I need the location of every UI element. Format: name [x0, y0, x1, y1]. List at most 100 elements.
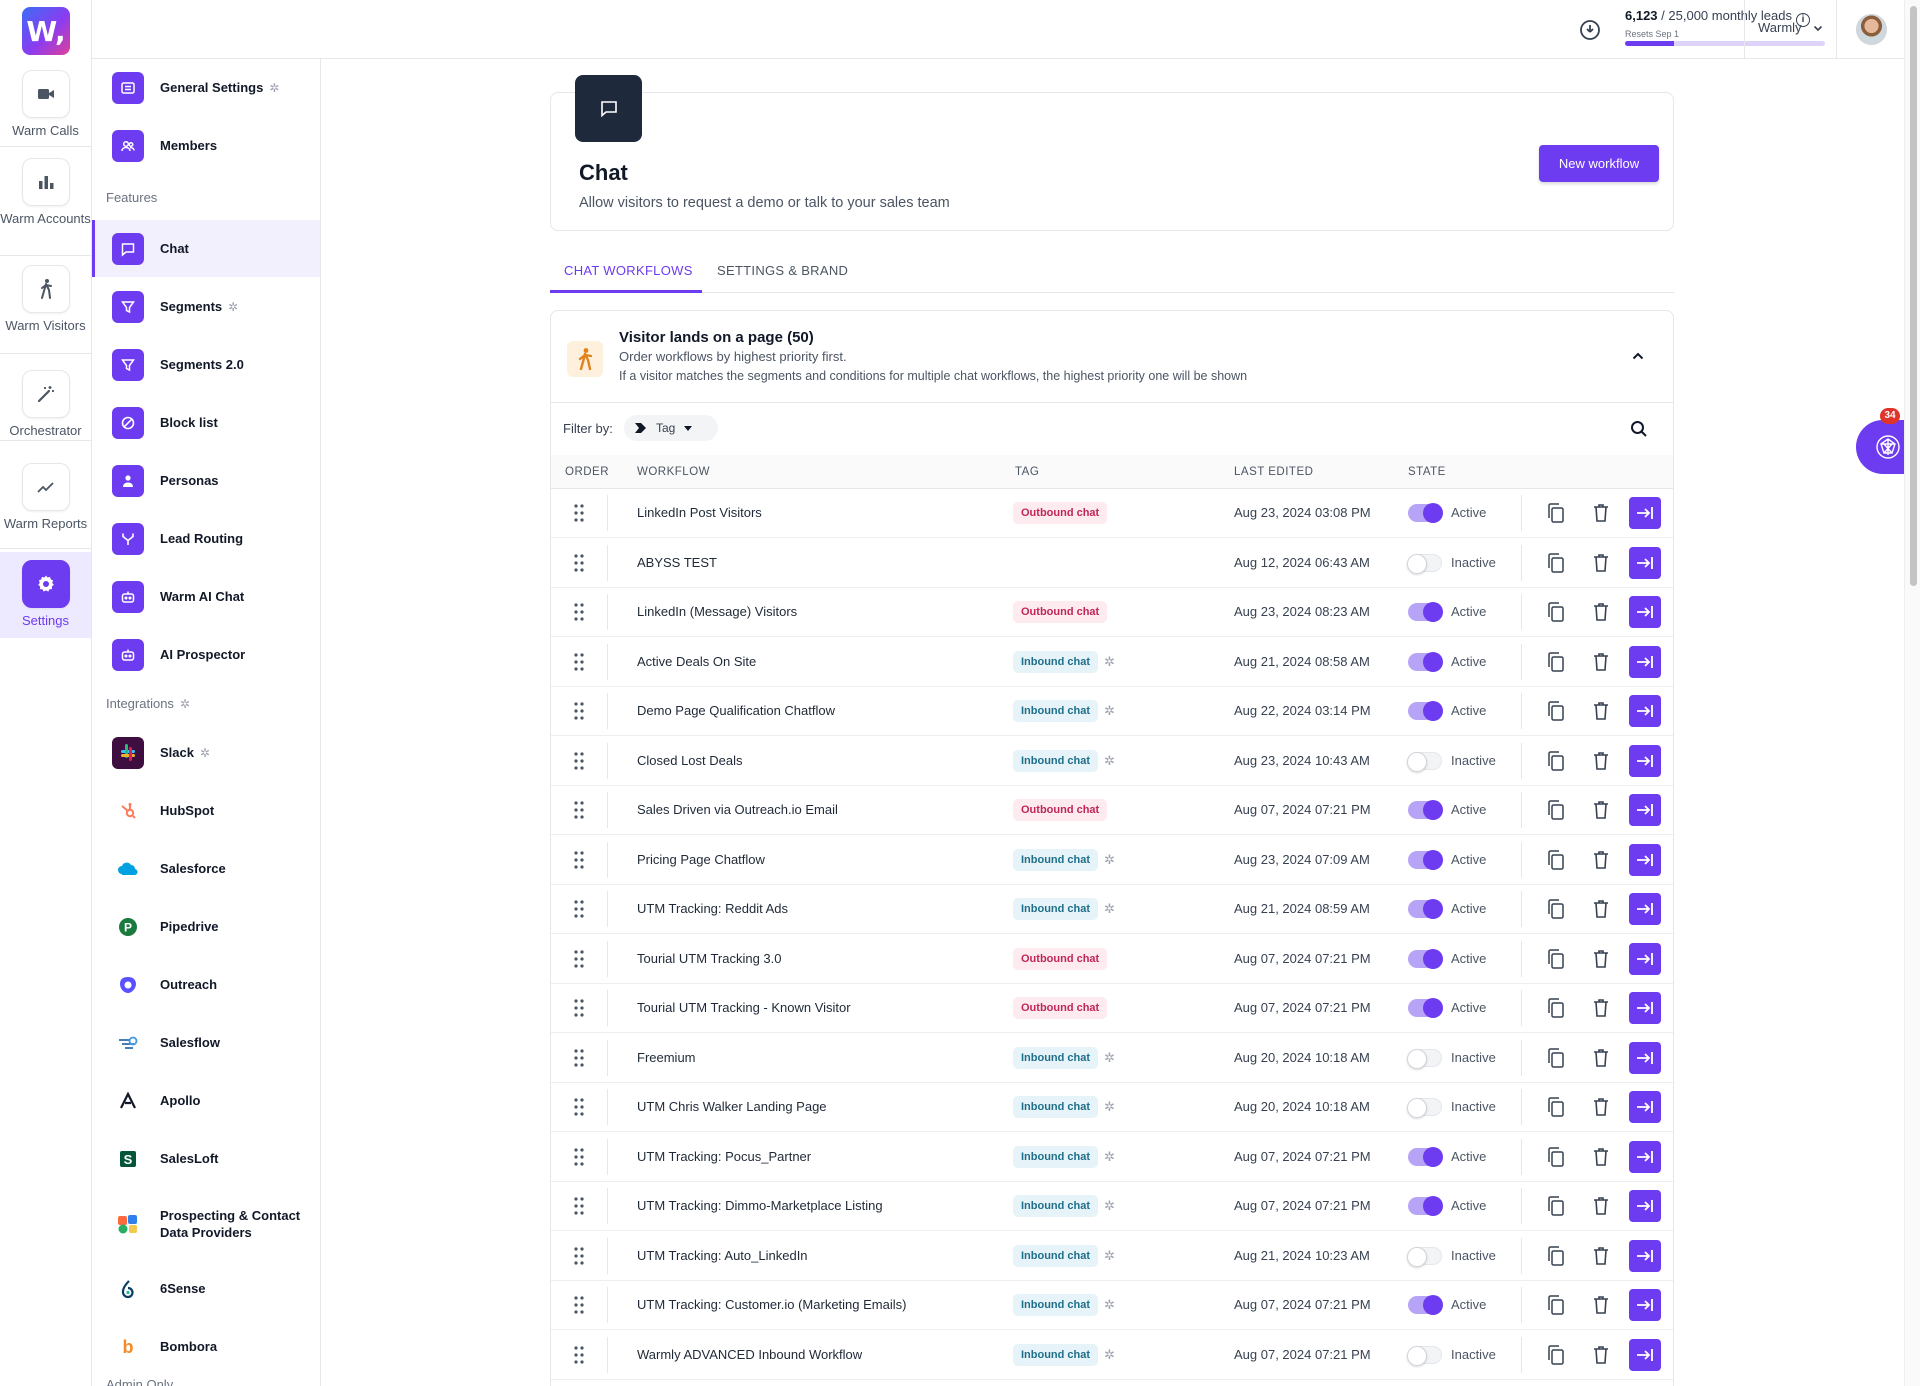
copy-icon[interactable] — [1545, 1096, 1567, 1118]
open-workflow-button[interactable] — [1629, 744, 1661, 777]
sidebar-item-segments[interactable]: Segments ✲ — [92, 278, 320, 335]
open-workflow-button[interactable] — [1629, 695, 1661, 727]
open-workflow-button[interactable] — [1629, 893, 1661, 925]
trash-icon[interactable] — [1591, 700, 1611, 722]
trash-icon[interactable] — [1591, 750, 1611, 772]
drag-handle-icon[interactable] — [573, 1048, 585, 1068]
table-row[interactable]: UTM Tracking: Auto_LinkedIn Inbound chat… — [551, 1232, 1673, 1281]
trash-icon[interactable] — [1591, 799, 1611, 821]
state-toggle[interactable] — [1408, 1146, 1443, 1167]
state-toggle[interactable] — [1408, 602, 1443, 622]
copy-icon[interactable] — [1545, 651, 1567, 673]
copy-icon[interactable] — [1545, 1047, 1567, 1069]
copy-icon[interactable] — [1545, 849, 1567, 871]
workflow-name[interactable]: LinkedIn (Message) Visitors — [637, 604, 798, 619]
table-row[interactable]: Tourial UTM Tracking - Known Visitor Out… — [551, 984, 1673, 1033]
workflow-name[interactable]: UTM Tracking: Reddit Ads — [637, 901, 788, 916]
open-workflow-button[interactable] — [1629, 1190, 1661, 1222]
open-workflow-button[interactable] — [1629, 546, 1661, 579]
sidebar-item-outreach[interactable]: Outreach — [92, 956, 320, 1013]
drag-handle-icon[interactable] — [573, 850, 585, 870]
workflow-name[interactable]: LinkedIn Post Visitors — [637, 505, 762, 520]
table-row[interactable]: Pricing Page Chatflow Inbound chat ✲ Aug … — [551, 836, 1673, 885]
sidebar-item-chat[interactable]: Chat — [92, 220, 320, 277]
state-toggle[interactable] — [1408, 800, 1443, 820]
workflow-name[interactable]: Demo Page Qualification Chatflow — [637, 703, 835, 718]
trash-icon[interactable] — [1591, 997, 1611, 1019]
state-toggle[interactable] — [1408, 948, 1443, 969]
copy-icon[interactable] — [1545, 700, 1567, 722]
scrollbar[interactable] — [1904, 0, 1920, 1386]
scrollbar-thumb[interactable] — [1910, 6, 1917, 586]
open-workflow-button[interactable] — [1629, 645, 1661, 678]
sidebar-item-lead-routing[interactable]: Lead Routing — [92, 510, 320, 567]
drag-handle-icon[interactable] — [573, 1196, 585, 1216]
copy-icon[interactable] — [1545, 1294, 1567, 1316]
sync-icon[interactable] — [1578, 18, 1602, 42]
state-toggle[interactable] — [1408, 899, 1443, 919]
table-row[interactable]: Warmly ADVANCED Inbound Workflow Inbound… — [551, 1331, 1673, 1380]
trash-icon[interactable] — [1591, 849, 1611, 871]
open-workflow-button[interactable] — [1629, 1140, 1661, 1173]
tag-filter-select[interactable]: Tag — [624, 415, 718, 441]
workflow-name[interactable]: Tourial UTM Tracking - Known Visitor — [637, 1000, 851, 1015]
trash-icon[interactable] — [1591, 1146, 1611, 1168]
open-workflow-button[interactable] — [1629, 942, 1661, 975]
open-workflow-button[interactable] — [1629, 1091, 1661, 1123]
open-workflow-button[interactable] — [1629, 596, 1661, 628]
state-toggle[interactable] — [1407, 751, 1442, 772]
table-row[interactable]: UTM Tracking: Customer.io (Marketing Ema… — [551, 1281, 1673, 1330]
trash-icon[interactable] — [1591, 1096, 1611, 1118]
state-toggle[interactable] — [1407, 1048, 1442, 1069]
workflow-name[interactable]: ABYSS TEST — [637, 554, 717, 570]
sidebar-item-personas[interactable]: Personas — [92, 452, 320, 509]
drag-handle-icon[interactable] — [573, 998, 585, 1018]
sidebar-item-members[interactable]: Members — [92, 117, 320, 174]
new-workflow-button[interactable]: New workflow — [1539, 145, 1659, 182]
trash-icon[interactable] — [1591, 651, 1611, 673]
trash-icon[interactable] — [1591, 552, 1611, 574]
rail-item-warm-accounts[interactable]: Warm Accounts — [0, 158, 91, 230]
workflow-name[interactable]: Freemium — [637, 1049, 696, 1065]
rail-item-warm-visitors[interactable]: Warm Visitors — [0, 265, 91, 337]
open-workflow-button[interactable] — [1629, 1041, 1661, 1074]
open-workflow-button[interactable] — [1629, 497, 1661, 529]
drag-handle-icon[interactable] — [573, 553, 585, 573]
state-toggle[interactable] — [1407, 1098, 1442, 1118]
sidebar-item-segments-2-0[interactable]: Segments 2.0 — [92, 336, 320, 393]
state-toggle[interactable] — [1408, 1295, 1443, 1315]
copy-icon[interactable] — [1545, 997, 1567, 1019]
trash-icon[interactable] — [1591, 601, 1611, 623]
sidebar-item-bombora[interactable]: b Bombora — [92, 1318, 320, 1375]
trash-icon[interactable] — [1591, 1294, 1611, 1316]
table-row[interactable]: ABYSS TEST Aug 12, 2024 06:43 AM Inactiv… — [551, 539, 1673, 588]
chevron-up-icon[interactable] — [1629, 347, 1647, 365]
state-toggle[interactable] — [1408, 849, 1443, 870]
account-switcher[interactable]: Warmly — [1758, 20, 1824, 35]
sidebar-item-prospecting-contact-data-providers[interactable]: Prospecting & Contact Data Providers — [92, 1188, 320, 1260]
table-row[interactable]: UTM Tracking: Pocus_Partner Inbound chat… — [551, 1133, 1673, 1182]
sidebar-item-pipedrive[interactable]: P Pipedrive — [92, 898, 320, 955]
section-header[interactable]: Visitor lands on a page (50) Order workf… — [551, 311, 1673, 403]
table-row[interactable]: LinkedIn (Message) Visitors Outbound cha… — [551, 588, 1673, 637]
copy-icon[interactable] — [1545, 601, 1567, 623]
table-row[interactable]: Closed Lost Deals Inbound chat ✲ Aug 23, … — [551, 737, 1673, 786]
table-row[interactable]: UTM Tracking: Reddit Ads Inbound chat ✲ A… — [551, 885, 1673, 934]
drag-handle-icon[interactable] — [573, 1147, 585, 1167]
copy-icon[interactable] — [1545, 799, 1567, 821]
rail-item-settings[interactable]: Settings — [0, 552, 91, 638]
sidebar-item-salesflow[interactable]: Salesflow — [92, 1014, 320, 1071]
drag-handle-icon[interactable] — [573, 1295, 585, 1315]
copy-icon[interactable] — [1545, 898, 1567, 920]
open-workflow-button[interactable] — [1629, 1338, 1661, 1371]
trash-icon[interactable] — [1591, 1195, 1611, 1217]
workflow-name[interactable]: Warmly ADVANCED Inbound Workflow — [637, 1346, 863, 1362]
table-row[interactable]: Outbound Workflow (Alan) Outbound chat A… — [551, 1380, 1673, 1386]
copy-icon[interactable] — [1545, 1344, 1567, 1366]
open-workflow-button[interactable] — [1629, 1289, 1661, 1321]
trash-icon[interactable] — [1591, 1047, 1611, 1069]
trash-icon[interactable] — [1591, 1245, 1611, 1267]
workflow-name[interactable]: Active Deals On Site — [637, 653, 757, 669]
drag-handle-icon[interactable] — [573, 751, 585, 771]
workflow-name[interactable]: Tourial UTM Tracking 3.0 — [637, 950, 782, 966]
